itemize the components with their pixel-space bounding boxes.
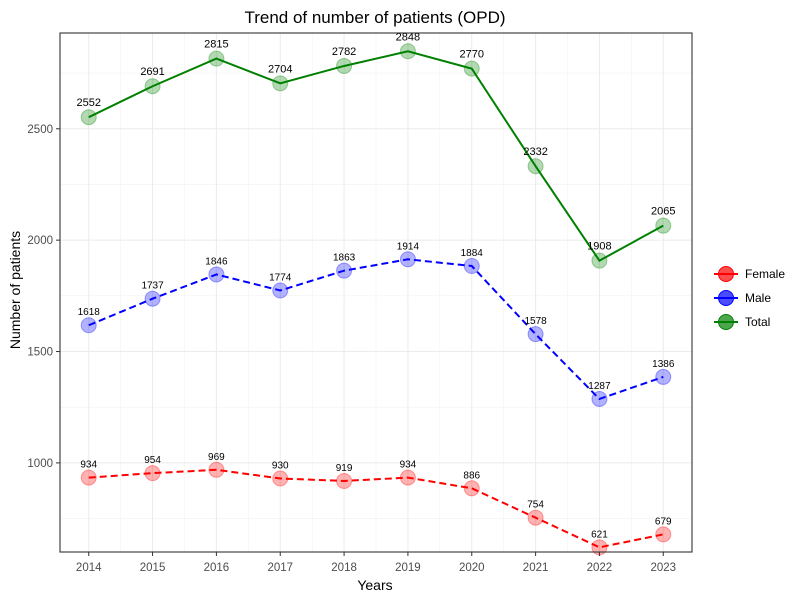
female-point: [527, 509, 544, 526]
total-data-label: 2815: [204, 39, 228, 51]
female-data-label: 934: [400, 460, 417, 471]
female-point: [463, 480, 480, 497]
total-point: [591, 252, 608, 269]
female-point: [208, 461, 225, 478]
total-data-label: 1908: [587, 241, 611, 253]
total-point: [527, 158, 544, 175]
total-point: [463, 60, 480, 77]
male-point: [399, 251, 416, 268]
plot-border: [59, 32, 693, 553]
y-tick-label: 2500: [27, 124, 53, 136]
y-axis-title: Number of patients: [7, 231, 23, 349]
total-point: [272, 75, 289, 92]
total-data-label: 2770: [460, 49, 484, 61]
legend: Female Male Total: [714, 266, 785, 330]
male-series-line: [88, 258, 664, 401]
y-tick-label: 2000: [27, 235, 53, 247]
male-data-label: 1287: [588, 381, 611, 392]
male-point: [80, 317, 97, 334]
male-legend-label: Male: [745, 291, 771, 305]
total-data-label: 2704: [268, 63, 292, 75]
total-point: [655, 217, 672, 234]
chart-title: Trend of number of patients (OPD): [244, 8, 505, 27]
total-series-line: [88, 50, 664, 262]
x-tick-label: 2021: [523, 562, 549, 574]
female-data-label: 754: [527, 500, 544, 511]
male-data-label: 1737: [141, 281, 164, 292]
male-data-label: 1863: [333, 253, 356, 264]
total-data-label: 2552: [76, 97, 100, 109]
female-point: [399, 469, 416, 486]
x-tick-label: 2017: [267, 562, 293, 574]
male-point: [655, 368, 672, 385]
female-data-label: 621: [591, 529, 608, 540]
grid-lines: [60, 33, 692, 552]
total-data-label: 2332: [523, 146, 547, 158]
male-point: [208, 266, 225, 283]
total-data-label: 2065: [651, 206, 675, 218]
female-legend-label: Female: [745, 267, 785, 281]
male-point: [463, 257, 480, 274]
male-legend-marker: [718, 290, 734, 306]
female-data-label: 969: [208, 452, 225, 463]
female-data-label: 930: [272, 460, 289, 471]
female-point: [272, 470, 289, 487]
female-legend-marker: [718, 266, 734, 282]
female-series-line: [88, 468, 664, 549]
total-data-label: 2691: [140, 66, 164, 78]
female-data-label: 919: [336, 463, 353, 474]
total-legend-label: Total: [745, 315, 770, 329]
x-tick-label: 2015: [140, 562, 166, 574]
female-point: [336, 472, 353, 489]
female-data-label: 954: [144, 455, 161, 466]
series-lines: [88, 50, 664, 549]
male-data-label: 1618: [78, 307, 101, 318]
x-tick-label: 2022: [587, 562, 613, 574]
male-point: [336, 262, 353, 279]
x-tick-label: 2023: [650, 562, 676, 574]
y-tick-label: 1500: [27, 347, 53, 359]
total-point: [80, 109, 97, 126]
y-tick-label: 1000: [27, 458, 53, 470]
x-tick-label: 2019: [395, 562, 421, 574]
male-point: [144, 290, 161, 307]
axes: 2014 2015 2016 2017 2018 2019 2020 2021 2022 2023…: [27, 32, 693, 574]
total-legend-marker: [718, 314, 734, 330]
x-axis-title: Years: [357, 577, 392, 593]
total-point: [144, 78, 161, 95]
data-points: [80, 43, 672, 556]
male-data-label: 1774: [269, 272, 292, 283]
x-tick-label: 2020: [459, 562, 485, 574]
female-data-label: 886: [463, 470, 480, 481]
total-point: [336, 57, 353, 74]
x-tick-label: 2018: [331, 562, 357, 574]
x-tick-label: 2016: [204, 562, 230, 574]
male-data-label: 1846: [205, 256, 228, 267]
male-point: [272, 282, 289, 299]
female-point: [655, 526, 672, 543]
male-data-label: 1578: [524, 316, 547, 327]
female-data-label: 679: [655, 516, 672, 527]
female-data-label: 934: [80, 460, 97, 471]
x-tick-label: 2014: [76, 562, 102, 574]
total-point: [208, 50, 225, 67]
male-data-label: 1884: [461, 248, 484, 259]
male-data-label: 1386: [652, 359, 675, 370]
female-point: [144, 465, 161, 482]
female-point: [80, 469, 97, 486]
total-data-label: 2848: [396, 31, 420, 43]
total-point: [399, 43, 416, 60]
male-data-label: 1914: [397, 241, 420, 252]
data-labels: 934 954 969 930 919 934 886 754 621 679 1618 1737 18…: [76, 31, 675, 540]
male-point: [527, 326, 544, 343]
male-point: [591, 390, 608, 407]
total-data-label: 2782: [332, 46, 356, 58]
